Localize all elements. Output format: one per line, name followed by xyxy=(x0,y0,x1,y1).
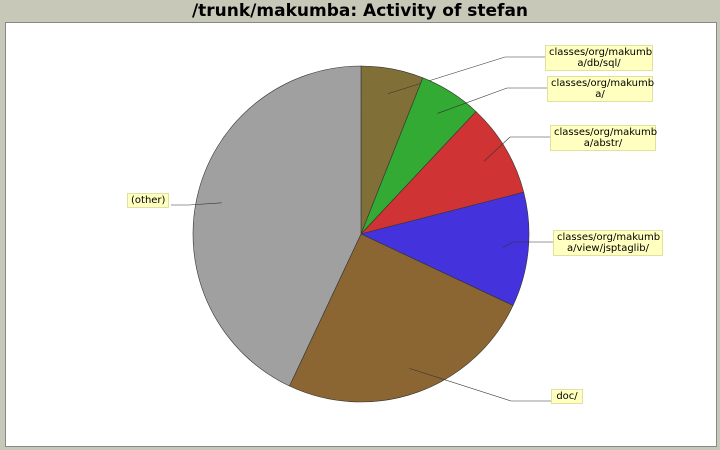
slice-label-doc: doc/ xyxy=(551,389,583,404)
leader-line-doc xyxy=(409,368,551,402)
pie-slice-classes-org-makumba-view-jsptaglib xyxy=(360,191,530,306)
pie-chart xyxy=(171,56,553,403)
slice-label-classes-org-makumba: classes/org/makumb a/ xyxy=(547,76,654,102)
leader-line-classes-org-makumba-view-jsptaglib xyxy=(503,241,553,248)
slice-label-other: (other) xyxy=(127,193,169,208)
slice-label-classes-org-makumba-db-sql: classes/org/makumb a/db/sql/ xyxy=(545,45,653,71)
chart-area: classes/org/makumb a/db/sql/classes/org/… xyxy=(5,22,717,447)
chart-title: /trunk/makumba: Activity of stefan xyxy=(191,1,529,21)
slice-label-classes-org-makumba-view-jsptaglib: classes/org/makumb a/view/jsptaglib/ xyxy=(553,230,663,256)
pie-slice-other xyxy=(192,65,362,387)
leader-line-classes-org-makumba xyxy=(437,87,547,114)
slice-label-classes-org-makumba-abstr: classes/org/makumb a/abstr/ xyxy=(550,125,657,151)
pie-slice-doc xyxy=(289,233,514,403)
pie-slice-classes-org-makumba-abstr xyxy=(360,111,525,235)
leader-line-other xyxy=(171,202,222,206)
leader-line-classes-org-makumba-abstr xyxy=(483,136,550,162)
